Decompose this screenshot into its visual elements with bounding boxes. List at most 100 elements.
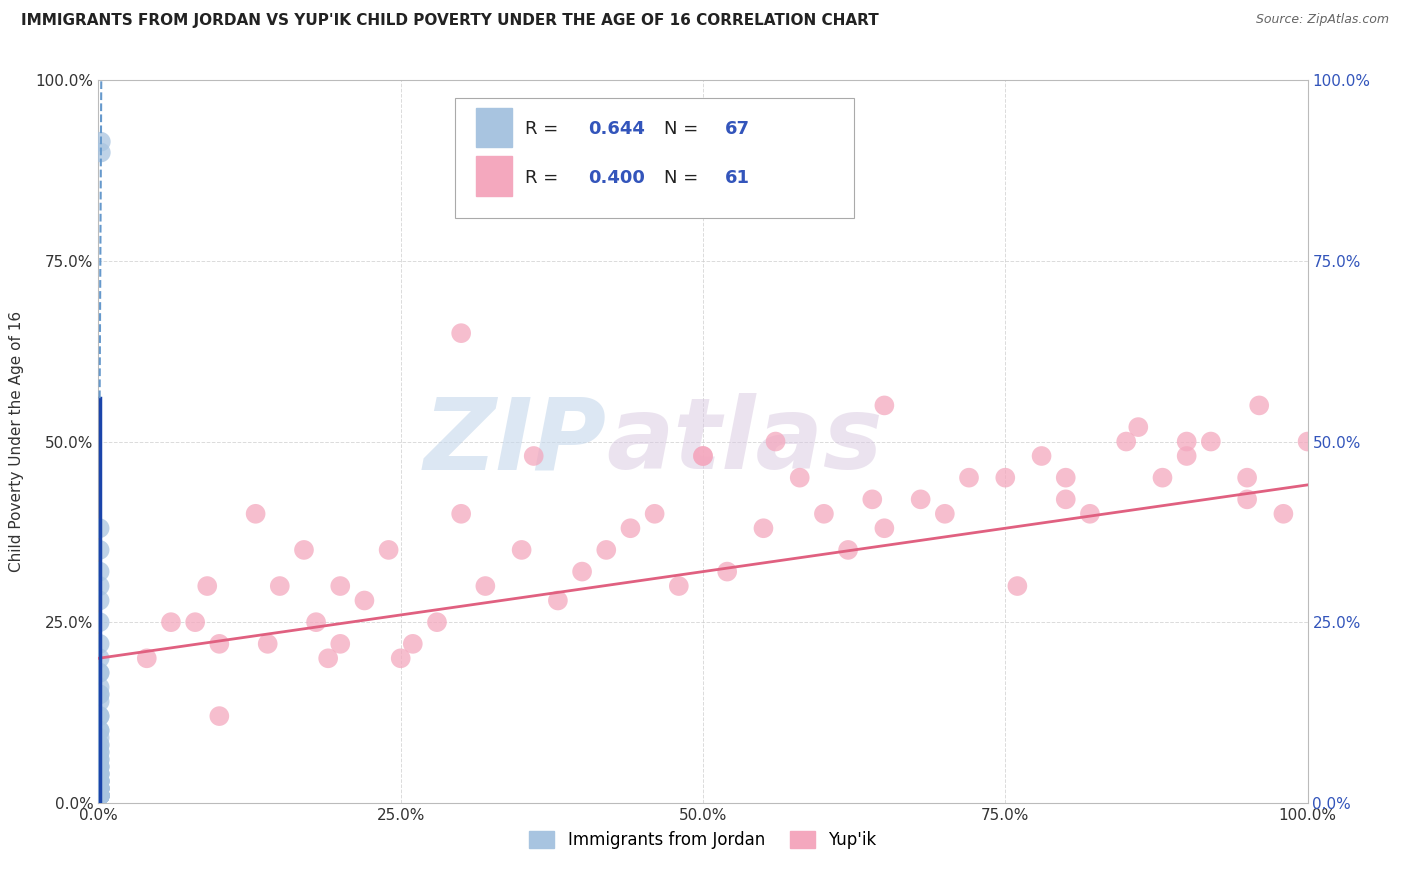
Point [389,651,412,665]
Point [450,507,472,521]
Point [1199,434,1222,449]
Text: IMMIGRANTS FROM JORDAN VS YUP'IK CHILD POVERTY UNDER THE AGE OF 16 CORRELATION C: IMMIGRANTS FROM JORDAN VS YUP'IK CHILD P… [21,13,879,29]
Point [305,615,328,630]
Point [89,789,111,803]
Point [1031,449,1053,463]
Point [89,738,111,752]
Point [89,767,111,781]
Point [89,723,111,738]
Point [89,651,111,665]
Point [1296,434,1319,449]
Point [89,774,111,789]
Point [329,637,352,651]
Point [89,789,111,803]
Legend: Immigrants from Jordan, Yup'ik: Immigrants from Jordan, Yup'ik [523,824,883,856]
Point [789,470,811,484]
Point [89,731,111,745]
Y-axis label: Child Poverty Under the Age of 16: Child Poverty Under the Age of 16 [10,311,24,572]
Point [1054,492,1077,507]
Point [89,752,111,766]
Point [184,615,207,630]
Point [89,542,111,557]
Point [89,752,111,766]
Point [89,789,111,803]
Point [89,723,111,738]
Point [89,781,111,796]
Point [89,789,111,803]
Point [89,637,111,651]
Point [89,687,111,701]
Point [89,789,111,803]
Point [245,507,267,521]
Point [1175,434,1198,449]
Point [89,781,111,796]
Point [329,579,352,593]
Point [89,789,111,803]
Point [957,470,980,484]
Point [90,135,112,149]
Point [523,449,546,463]
Point [89,781,111,796]
Point [994,470,1017,484]
Point [813,507,835,521]
Text: ZIP: ZIP [423,393,606,490]
Point [89,593,111,607]
Point [90,145,112,160]
Bar [475,156,512,196]
Point [89,767,111,781]
Point [89,760,111,774]
Point [89,781,111,796]
Point [89,774,111,789]
Point [1128,420,1150,434]
Point [1054,470,1077,484]
Point [160,615,183,630]
Point [692,449,714,463]
Point [89,579,111,593]
Point [89,665,111,680]
Text: atlas: atlas [606,393,883,490]
Point [89,781,111,796]
Point [89,789,111,803]
Point [716,565,738,579]
Point [1078,507,1101,521]
Text: 61: 61 [724,169,749,186]
Text: 67: 67 [724,120,749,138]
Point [837,542,859,557]
Point [89,789,111,803]
Point [89,789,111,803]
Point [135,651,157,665]
Point [873,521,896,535]
Point [89,789,111,803]
Point [89,709,111,723]
Point [89,781,111,796]
Point [89,745,111,759]
Point [860,492,883,507]
Text: R =: R = [526,120,564,138]
Point [692,449,714,463]
Point [89,767,111,781]
Point [89,687,111,701]
Point [89,789,111,803]
Point [934,507,956,521]
Point [89,615,111,630]
Point [89,774,111,789]
Point [89,565,111,579]
Point [89,781,111,796]
Point [1236,492,1258,507]
Point [89,695,111,709]
Point [1175,449,1198,463]
Point [89,665,111,680]
Point [1007,579,1029,593]
Point [1152,470,1174,484]
Point [1236,470,1258,484]
Point [402,637,425,651]
Point [644,507,666,521]
Point [208,637,231,651]
Point [765,434,787,449]
Point [426,615,449,630]
Point [873,398,896,412]
Point [89,789,111,803]
FancyBboxPatch shape [456,98,855,218]
Point [752,521,775,535]
Point [292,542,315,557]
